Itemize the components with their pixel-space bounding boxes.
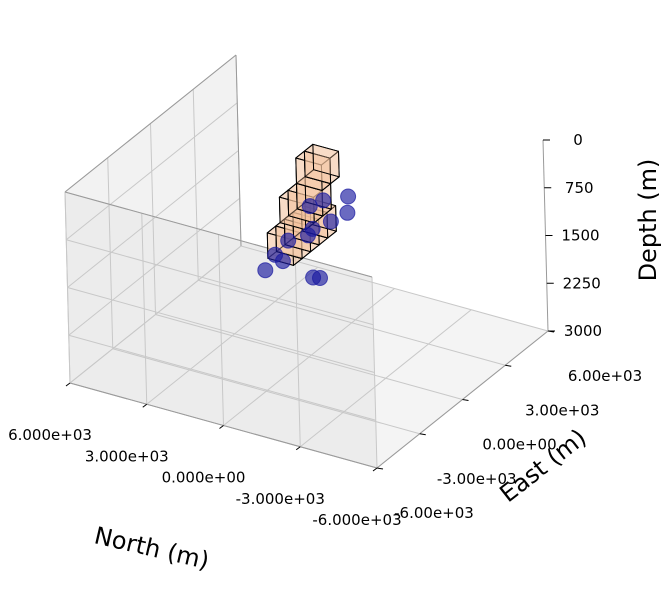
x-tick [65,382,71,387]
y-tick-label: 3.00e+03 [525,401,599,419]
scatter-point [280,232,297,249]
scatter-point [315,192,332,209]
tick-marks [65,139,555,472]
grid-line-floor-y [155,314,463,400]
pane-edge [235,54,242,247]
axis-panes [65,55,548,468]
y-tick-label: -6.00e+03 [394,504,474,522]
y-tick-label: 6.00e+03 [568,367,642,385]
z-tick-label: 2250 [563,274,601,292]
scatter-point [339,204,356,221]
x-tick-label: 3.000e+03 [85,447,169,465]
grid-line-wall-z-back [68,197,241,336]
grid-line-wall-z-left [68,334,376,421]
fault-box [303,143,340,185]
scatter-point [312,270,328,286]
fault-box-face [312,143,340,178]
grid-line-wall-z-back [65,102,238,241]
z-tick-label: 3000 [564,322,602,340]
y-tick [419,433,426,436]
x-axis-label: North (m) [92,521,212,575]
x-tick-label: -3.000e+03 [236,490,325,508]
scatter-point [322,213,339,230]
grid-line-floor-y [112,348,420,435]
x-tick-label: -6.000e+03 [312,511,401,529]
z-tick-label: 1500 [561,227,599,245]
scatter-point [340,188,357,205]
y-tick-label: 0.00e+00 [482,436,556,454]
grid-line-floor-y [240,245,549,332]
pane-edge [64,191,373,278]
grid-line-wall-z-back [69,245,242,384]
scatter-point [304,220,321,237]
fault-box [295,150,332,191]
scatter-point [301,198,318,215]
grid-line-wall-z-left [67,287,375,373]
x-tick [219,425,224,429]
x-tick-label: 6.000e+03 [8,426,92,444]
pane-edge [64,54,237,193]
x-tick [295,446,301,451]
grid-line-floor-y [198,279,506,366]
z-axis-label: Depth (m) [634,159,662,282]
scatter-point [257,262,274,279]
data-marks [257,143,357,286]
x-tick-label: 0.000e+00 [162,469,246,487]
z-tick-label: 0 [573,131,583,149]
grid-line-wall-z-back [67,150,239,288]
z-tick-label: 750 [565,179,594,197]
x-tick [372,467,378,472]
x-tick [142,403,148,408]
y-tick [462,399,469,401]
tick-labels: 6.000e+03 3.000e+03 0.000e+00 -3.000e+03 -6.… [8,131,642,529]
grid-line-wall-z-left [66,239,374,326]
y-tick [505,364,512,367]
scatter-point [274,253,291,270]
y-tick-label: -3.00e+03 [437,470,517,488]
y-tick [376,467,384,470]
